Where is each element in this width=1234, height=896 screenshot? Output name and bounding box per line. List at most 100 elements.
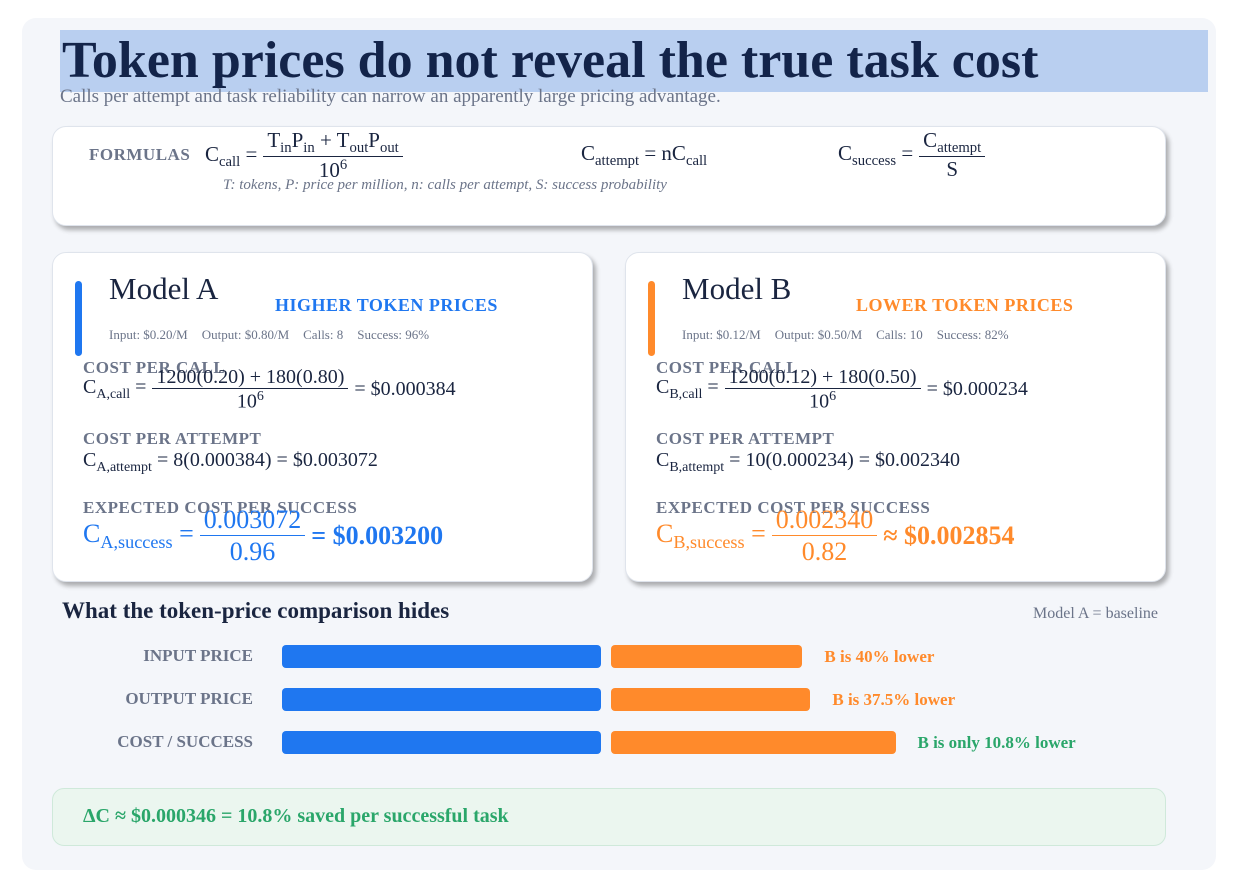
math-text: C: [656, 519, 674, 549]
math-text: C: [83, 449, 97, 471]
math-text: C: [838, 141, 853, 166]
math-text: 1200(0.20) + 180(0.80): [156, 366, 345, 388]
accent-bar: [75, 281, 82, 356]
math-text: P: [368, 128, 380, 152]
row-note: B is 40% lower: [824, 647, 935, 666]
formula: CB,success = 0.002340 0.82 ≈ $0.002854: [656, 505, 1015, 567]
math-subscript: attempt: [595, 153, 640, 170]
section-label: EXPECTED COST PER SUCCESS: [656, 498, 931, 517]
stat: Output: $0.80/M: [201, 327, 290, 342]
math-text: = $0.003200: [311, 521, 444, 551]
formula-rhs: = $0.000384: [354, 378, 455, 401]
formula: Ccall = TinPin + ToutPout 106: [205, 128, 403, 184]
math-subscript: A,attempt: [96, 460, 152, 475]
math-text: C: [83, 519, 101, 549]
math-text: 0.96: [229, 536, 276, 566]
bar-b: [611, 688, 811, 711]
section-label: COST PER CALL: [83, 358, 226, 377]
model-tag: HIGHER TOKEN PRICES: [275, 295, 498, 315]
bar-b: [611, 731, 896, 754]
math-text: ≈ $0.002854: [883, 521, 1015, 551]
formula-lhs: Cattempt = nCcall: [581, 141, 707, 170]
formula: Csuccess = Cattempt S: [838, 128, 986, 183]
footer-text: ΔC ≈ $0.000346 = 10.8% saved per success…: [83, 805, 509, 827]
stat: Output: $0.50/M: [774, 327, 863, 342]
math-text: P: [291, 128, 304, 152]
row-note: B is 37.5% lower: [832, 690, 956, 709]
footer-box: ΔC ≈ $0.000346 = 10.8% saved per success…: [52, 788, 1166, 846]
denominator: 106: [809, 389, 836, 414]
math-text: = 8(0.000384) = $0.003072: [151, 449, 378, 471]
formula-lhs: CA,attempt = 8(0.000384) = $0.003072: [83, 449, 378, 476]
formula: CB,attempt = 10(0.000234) = $0.002340: [656, 449, 960, 476]
bar-a: [282, 645, 601, 668]
stat: Input: $0.20/M: [109, 327, 188, 342]
stat: Success: 96%: [357, 327, 430, 342]
math-text: T: [267, 128, 281, 152]
math-subscript: B,attempt: [669, 460, 725, 475]
accent-bar: [648, 281, 655, 356]
formula-lhs: CA,success =: [83, 519, 194, 553]
math-text: 0.82: [801, 536, 848, 566]
denominator: 106: [237, 389, 264, 414]
comparison-note: Model A = baseline: [1032, 605, 1158, 622]
numerator: Cattempt: [919, 128, 986, 158]
formulas-label: FORMULAS: [89, 145, 191, 164]
model-tag: LOWER TOKEN PRICES: [856, 295, 1074, 315]
denominator: 0.96: [230, 536, 276, 567]
math-text: =: [896, 141, 914, 166]
stat: Input: $0.12/M: [682, 327, 761, 342]
math-text: 0.002340: [775, 505, 874, 534]
math-text: C: [581, 141, 596, 165]
denominator: S: [946, 157, 958, 182]
row-label: COST / SUCCESS: [117, 732, 253, 751]
math-subscript: B,success: [673, 532, 745, 553]
math-text: + T: [314, 128, 350, 152]
math-text: 10: [809, 390, 830, 413]
math-superscript: 6: [256, 389, 264, 404]
numerator: TinPin + ToutPout: [263, 128, 403, 158]
row-label: INPUT PRICE: [143, 646, 253, 665]
model-stats: Input: $0.20/M Output: $0.80/M Calls: 8 Suc…: [109, 327, 429, 343]
math-text: S: [946, 157, 959, 182]
math-text: = nC: [639, 141, 686, 165]
math-subscript: call: [685, 153, 708, 170]
formula: CB,call = 1200(0.12) + 180(0.50) 106 = $0.0…: [656, 366, 1028, 414]
math-text: =: [130, 376, 147, 399]
formula: CA,attempt = 8(0.000384) = $0.003072: [83, 449, 378, 476]
formulas-legend: T: tokens, P: price per million, n: call…: [223, 177, 667, 193]
math-text: 10: [236, 390, 257, 413]
bar-a: [282, 731, 601, 754]
fraction: 1200(0.20) + 180(0.80) 106: [152, 366, 349, 414]
model-name: Model B: [682, 271, 792, 306]
formula-lhs: CB,success =: [656, 519, 766, 553]
formula-lhs: CB,call =: [656, 376, 719, 403]
formulas-card: FORMULAS Ccall = TinPin + ToutPout 106 Catte…: [52, 126, 1166, 226]
formula: CA,success = 0.003072 0.96 = $0.003200: [83, 505, 444, 567]
denominator: 0.82: [802, 536, 848, 567]
math-subscript: attempt: [937, 140, 982, 157]
row-label: OUTPUT PRICE: [125, 689, 253, 708]
fraction: Cattempt S: [919, 128, 986, 183]
page-title: Token prices do not reveal the true task…: [60, 30, 1208, 92]
formula-rhs: ≈ $0.002854: [883, 521, 1014, 551]
math-text: 10: [318, 158, 340, 183]
formula-lhs: CA,call =: [83, 376, 146, 403]
math-subscript: out: [379, 140, 399, 157]
math-text: C: [656, 376, 670, 399]
fraction: TinPin + ToutPout 106: [263, 128, 403, 184]
bar-b: [611, 645, 803, 668]
numerator: 1200(0.20) + 180(0.80): [152, 366, 349, 389]
numerator: 0.002340: [771, 505, 878, 536]
math-text: =: [172, 519, 194, 549]
math-subscript: in: [303, 140, 315, 157]
formula-lhs: Ccall =: [205, 142, 257, 171]
math-text: C: [656, 449, 670, 471]
math-subscript: A,success: [100, 532, 173, 553]
model-card: Model A HIGHER TOKEN PRICES Input: $0.20/M…: [52, 252, 593, 582]
math-subscript: out: [349, 140, 369, 157]
formula-rhs: = $0.000234: [927, 378, 1028, 401]
numerator: 1200(0.12) + 180(0.50): [724, 366, 921, 389]
math-text: = $0.000384: [354, 378, 456, 401]
math-text: C: [205, 141, 220, 166]
